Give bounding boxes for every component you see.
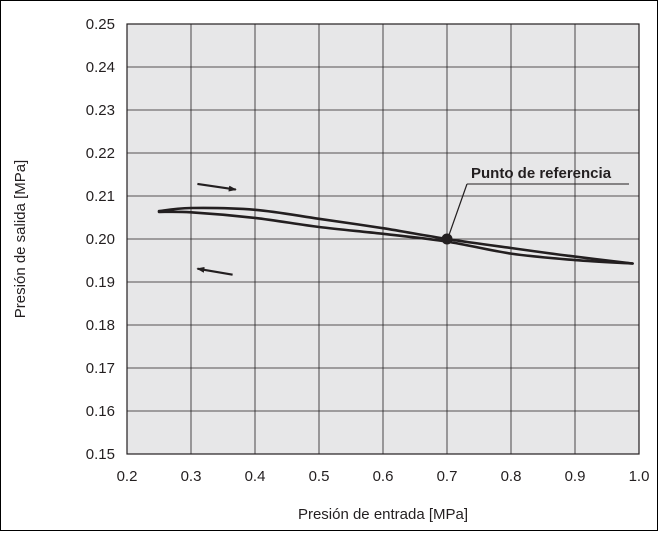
series-layer xyxy=(157,206,634,265)
y-tick-label: 0.22 xyxy=(86,145,115,162)
y-tick-label: 0.17 xyxy=(86,360,115,377)
plot-border xyxy=(126,23,640,455)
y-tick-label: 0.20 xyxy=(86,231,115,248)
y-tick-label: 0.24 xyxy=(86,59,115,76)
y-tick-label: 0.23 xyxy=(86,102,115,119)
y-axis-label: Presión de salida [MPa] xyxy=(12,160,29,318)
x-tick-label: 0.7 xyxy=(437,468,458,485)
x-tick-label: 0.8 xyxy=(501,468,522,485)
reference-point-label: Punto de referencia xyxy=(471,165,612,182)
x-tick-label: 0.5 xyxy=(309,468,330,485)
y-tick-label: 0.25 xyxy=(86,16,115,33)
reference-leader-line xyxy=(448,183,468,236)
series-line-decreasing xyxy=(157,210,634,265)
y-tick-label: 0.18 xyxy=(86,317,115,334)
direction-arrow-decreasing xyxy=(196,266,233,276)
x-tick-label: 0.6 xyxy=(373,468,394,485)
x-tick-label: 1.0 xyxy=(629,468,650,485)
y-axis-ticks: 0.15 0.16 0.17 0.18 0.19 0.20 0.21 0.22 0.23 0.24… xyxy=(86,16,115,463)
y-tick-label: 0.19 xyxy=(86,274,115,291)
x-axis-label: Presión de entrada [MPa] xyxy=(298,506,468,523)
reference-point-marker xyxy=(441,233,453,245)
direction-arrow-increasing xyxy=(197,182,237,192)
y-tick-label: 0.16 xyxy=(86,403,115,420)
reference-point-group: Punto de referencia xyxy=(441,165,629,245)
x-tick-label: 0.2 xyxy=(117,468,138,485)
direction-arrows xyxy=(196,182,237,276)
series-line-increasing xyxy=(157,206,634,265)
y-tick-label: 0.15 xyxy=(86,446,115,463)
x-axis-ticks: 0.2 0.3 0.4 0.5 0.6 0.7 0.8 0.9 1.0 xyxy=(117,468,650,485)
y-tick-label: 0.21 xyxy=(86,188,115,205)
x-tick-label: 0.9 xyxy=(565,468,586,485)
x-tick-label: 0.3 xyxy=(181,468,202,485)
x-tick-label: 0.4 xyxy=(245,468,266,485)
